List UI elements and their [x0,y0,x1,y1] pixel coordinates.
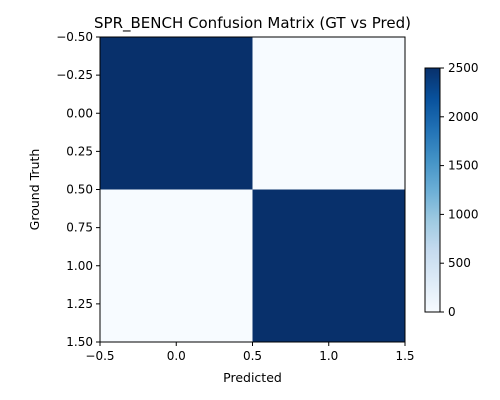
colorbar-ticks: 0 500 1000 1500 2000 2500 [440,61,479,319]
x-axis-label: Predicted [223,370,282,385]
heatmap-cell-1-1 [252,189,405,342]
y-tick-label: −0.50 [56,30,93,44]
colorbar [424,67,441,313]
heatmap-cell-0-1 [252,37,405,190]
heatmap-cells [100,37,405,342]
colorbar-tick-label: 0 [448,305,456,319]
y-tick-label: 1.00 [66,259,93,273]
x-axis-ticks: −0.5 0.0 0.5 1.0 1.5 [85,342,415,363]
y-tick-label: 0.75 [66,221,93,235]
x-tick-label: 1.0 [319,349,338,363]
x-tick-label: 0.5 [243,349,262,363]
y-tick-label: 1.25 [66,297,93,311]
colorbar-tick-label: 1500 [448,159,479,173]
x-tick-label: −0.5 [85,349,114,363]
x-tick-label: 1.5 [395,349,414,363]
y-tick-label: 1.50 [66,335,93,349]
y-tick-label: 0.00 [66,106,93,120]
chart-title: SPR_BENCH Confusion Matrix (GT vs Pred) [94,14,411,33]
heatmap-cell-1-0 [100,189,253,342]
y-tick-label: −0.25 [56,68,93,82]
y-axis-label: Ground Truth [27,149,42,231]
y-axis-ticks: −0.50 −0.25 0.00 0.25 0.50 0.75 1.00 1.25 1.50 [56,30,100,349]
colorbar-tick-label: 2500 [448,61,479,75]
y-tick-label: 0.50 [66,183,93,197]
colorbar-tick-label: 500 [448,256,471,270]
colorbar-tick-label: 1000 [448,207,479,221]
x-tick-label: 0.0 [167,349,186,363]
y-tick-label: 0.25 [66,144,93,158]
heatmap-cell-0-0 [100,37,253,190]
colorbar-tick-label: 2000 [448,110,479,124]
